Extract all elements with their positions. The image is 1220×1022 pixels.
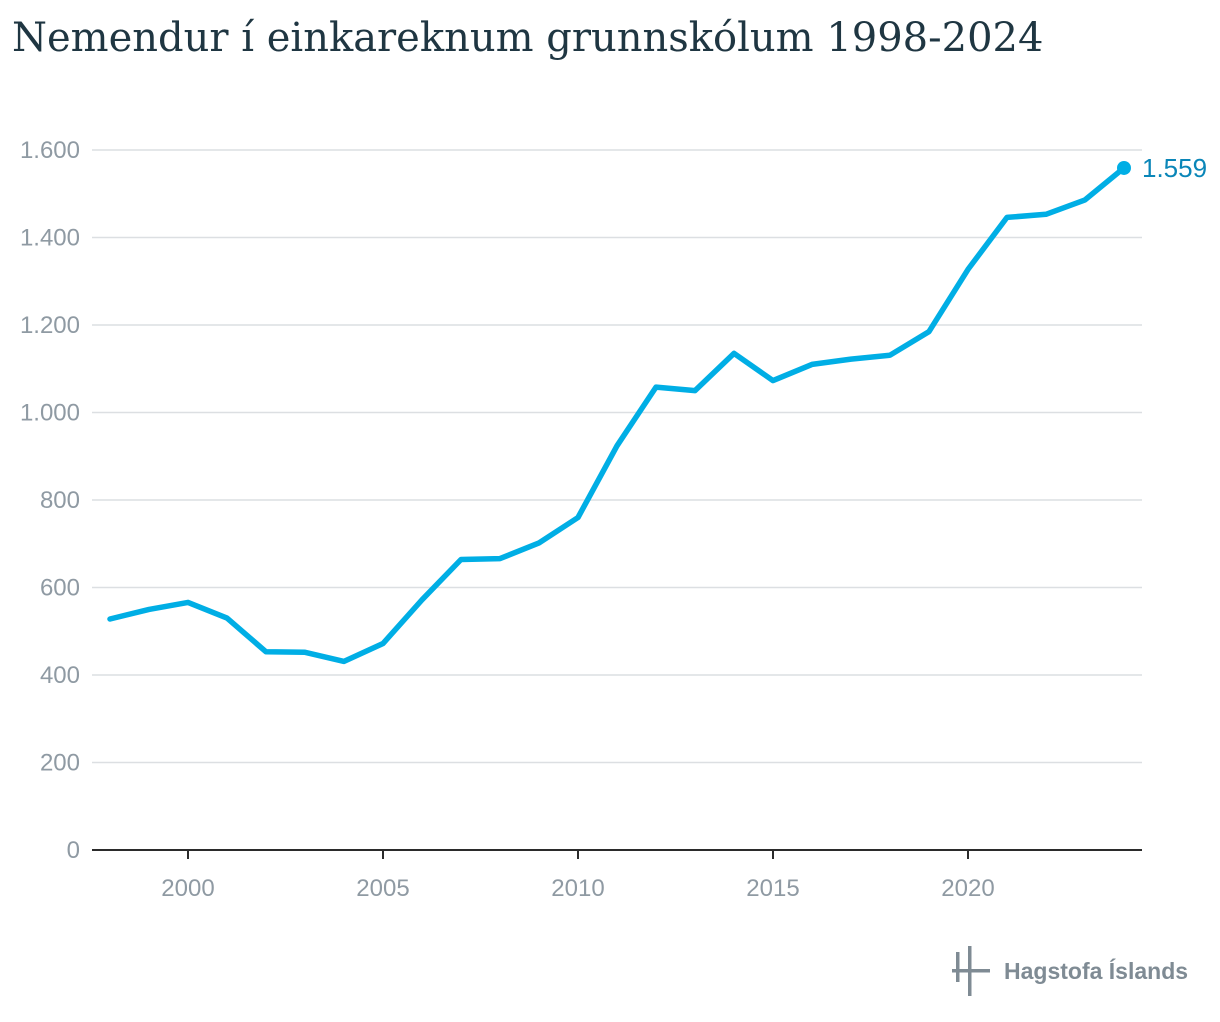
data-point — [381, 641, 386, 646]
data-point — [420, 597, 425, 602]
x-axis: 2000 2005 2010 2015 2020 — [92, 849, 1142, 902]
hagstofa-logo-icon — [952, 946, 990, 996]
y-axis-tick-labels: 0 200 400 600 800 1.000 1.200 1.400 1.600 — [20, 137, 80, 864]
y-tick-label: 1.200 — [20, 312, 80, 339]
x-tick-label: 2005 — [356, 875, 409, 902]
data-point — [459, 557, 464, 562]
data-point — [1005, 215, 1010, 220]
data-point — [888, 353, 893, 358]
end-value-label: 1.559 — [1142, 153, 1207, 183]
data-point — [732, 351, 737, 356]
y-tick-label: 0 — [67, 837, 80, 864]
data-point — [693, 388, 698, 393]
data-point — [771, 378, 776, 383]
y-tick-label: 400 — [40, 662, 80, 689]
data-point — [810, 362, 815, 367]
annotations: 1.559 — [1117, 153, 1207, 183]
series-layer — [107, 165, 1127, 665]
data-point — [108, 617, 113, 622]
data-point — [225, 616, 230, 621]
data-point — [147, 607, 152, 612]
data-point — [654, 385, 659, 390]
y-tick-label: 600 — [40, 575, 80, 602]
data-point — [615, 443, 620, 448]
y-tick-label: 200 — [40, 750, 80, 777]
y-tick-label: 1.000 — [20, 400, 80, 427]
data-point — [927, 329, 932, 334]
y-tick-label: 800 — [40, 487, 80, 514]
y-tick-label: 1.400 — [20, 225, 80, 252]
end-point-marker — [1117, 160, 1131, 175]
grid-lines — [92, 149, 1142, 764]
data-point — [1083, 197, 1088, 202]
x-tick-label: 2015 — [746, 875, 799, 902]
y-tick-label: 1.600 — [20, 137, 80, 164]
logo-text: Hagstofa Íslands — [1004, 957, 1189, 984]
data-point — [576, 515, 581, 520]
series-line — [107, 165, 1127, 665]
x-tick-label: 2010 — [551, 875, 604, 902]
data-point — [537, 540, 542, 545]
x-tick-label: 2000 — [161, 875, 214, 902]
data-point — [498, 556, 503, 561]
data-point — [1044, 212, 1049, 217]
data-point — [849, 357, 854, 362]
data-point — [186, 600, 191, 605]
data-point — [303, 650, 308, 655]
data-point — [264, 649, 269, 654]
x-tick-label: 2020 — [941, 875, 994, 902]
hagstofa-logo: Hagstofa Íslands — [952, 946, 1188, 996]
data-point — [342, 659, 347, 664]
data-point — [966, 267, 971, 272]
chart-title: Nemendur í einkareknum grunnskólum 1998-… — [12, 15, 1044, 61]
